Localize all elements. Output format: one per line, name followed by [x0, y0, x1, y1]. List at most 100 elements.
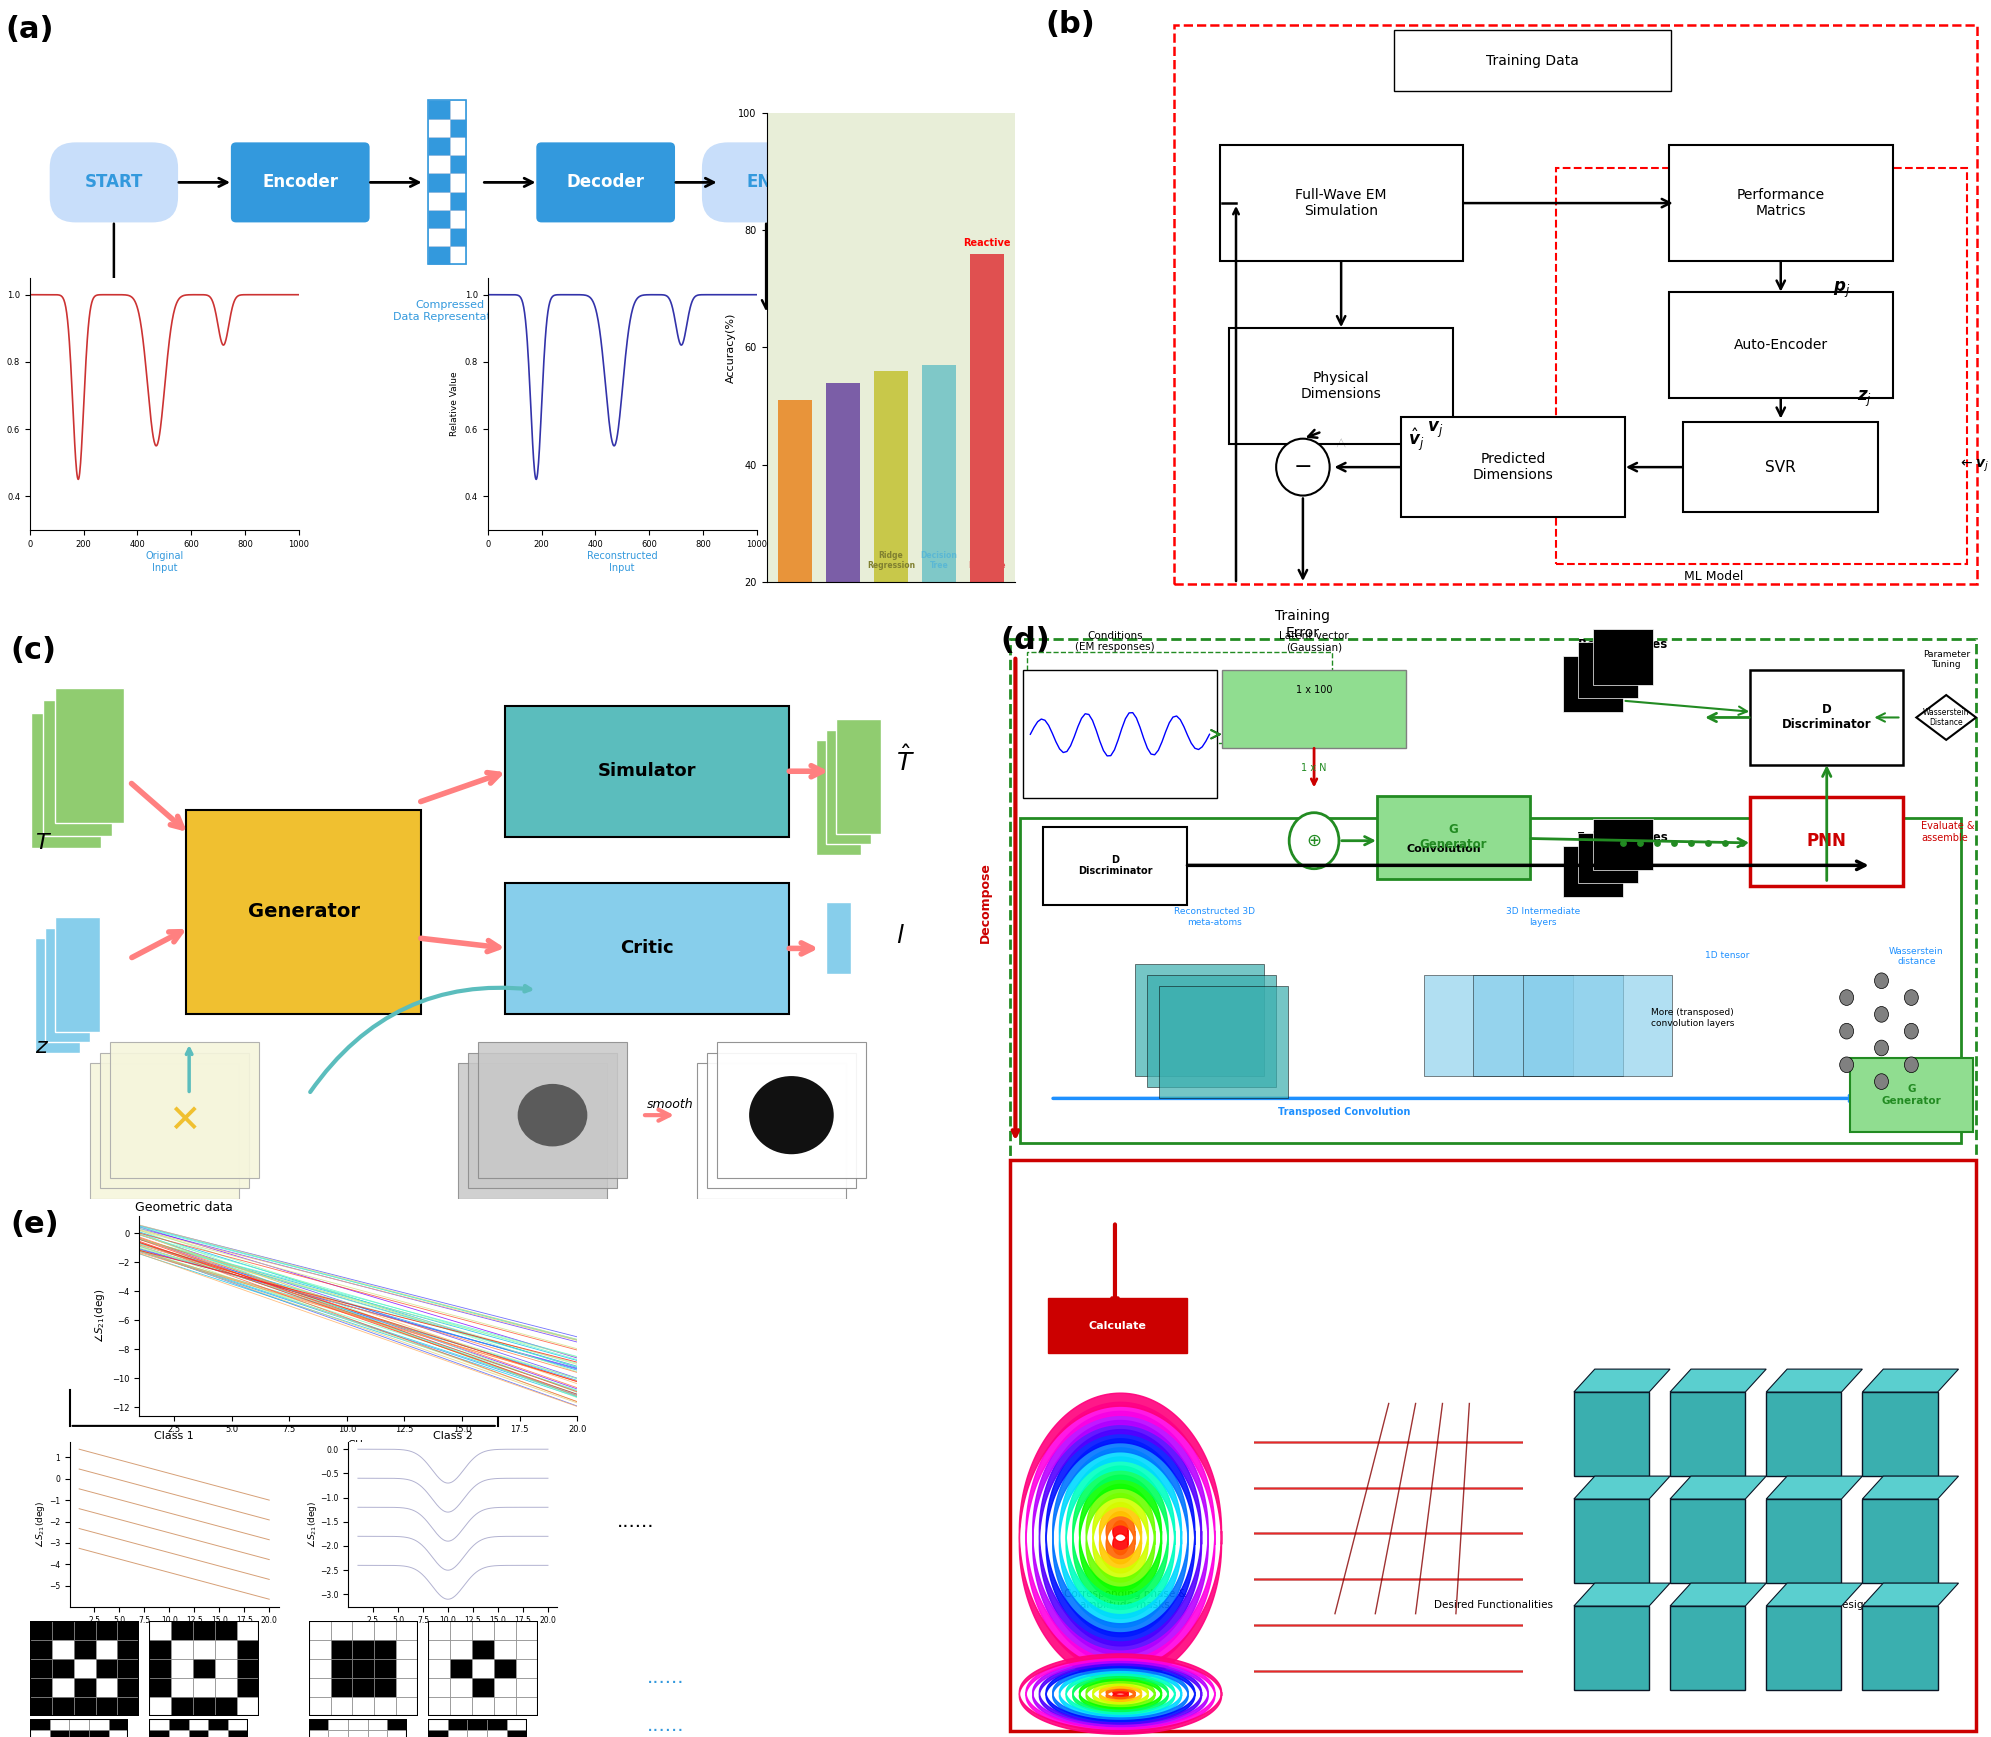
Bar [516, 1678, 538, 1697]
Text: Geometric data: Geometric data [135, 1202, 233, 1214]
Text: Corresponding phase &
amplitude masks: Corresponding phase & amplitude masks [1063, 1589, 1187, 1610]
Bar [52, 1678, 74, 1697]
Polygon shape [1766, 1476, 1862, 1499]
Bar [428, 210, 450, 228]
Bar [1670, 1607, 1746, 1690]
Polygon shape [1575, 1476, 1670, 1499]
Bar [516, 1659, 538, 1678]
Bar [826, 730, 872, 844]
Bar [30, 1659, 52, 1678]
Text: $\boldsymbol{z}_j$: $\boldsymbol{z}_j$ [1858, 389, 1872, 410]
Text: 1 x N: 1 x N [1302, 763, 1326, 773]
Bar [1575, 1391, 1649, 1476]
Text: START: START [86, 174, 143, 191]
Text: More (transposed)
convolution layers: More (transposed) convolution layers [1651, 1007, 1734, 1028]
Bar [1523, 974, 1672, 1075]
FancyBboxPatch shape [1023, 670, 1217, 797]
Bar [348, 1730, 368, 1737]
Polygon shape [1766, 1582, 1862, 1607]
Circle shape [1876, 1040, 1889, 1056]
Bar [331, 1640, 352, 1659]
Text: Wasserstein
Distance: Wasserstein Distance [1923, 707, 1969, 728]
Bar [396, 1640, 418, 1659]
Bar [450, 210, 466, 228]
Bar [396, 1621, 418, 1640]
Bar [374, 1678, 396, 1697]
Bar [329, 1730, 348, 1737]
Point [1674, 829, 1706, 856]
Y-axis label: Relative Value: Relative Value [450, 372, 460, 436]
Bar [428, 1697, 450, 1716]
Text: 1 x 100: 1 x 100 [1296, 684, 1332, 695]
Bar [50, 1730, 70, 1737]
Text: D
Discriminator: D Discriminator [1782, 703, 1872, 731]
Bar [74, 1697, 96, 1716]
Bar [396, 1678, 418, 1697]
Bar [30, 1621, 52, 1640]
Bar [428, 247, 450, 264]
Bar [1575, 1499, 1649, 1582]
Bar [494, 1621, 516, 1640]
FancyBboxPatch shape [50, 142, 177, 222]
Bar [428, 155, 450, 174]
Text: 1D tensor: 1D tensor [1704, 952, 1750, 961]
Text: z: z [36, 1037, 46, 1056]
Bar [922, 365, 956, 698]
Circle shape [1276, 439, 1330, 495]
Bar [169, 1730, 189, 1737]
Bar [472, 1659, 494, 1678]
Point [1692, 829, 1724, 856]
Bar [237, 1678, 259, 1697]
Bar [450, 1697, 472, 1716]
Text: KNN: KNN [834, 561, 852, 570]
Bar [309, 1720, 329, 1730]
Bar [458, 1063, 607, 1199]
Bar [428, 1621, 450, 1640]
Bar [428, 1720, 448, 1730]
Bar [352, 1659, 374, 1678]
Text: (b): (b) [1045, 10, 1095, 40]
Bar [52, 1697, 74, 1716]
FancyBboxPatch shape [1394, 31, 1670, 92]
FancyBboxPatch shape [506, 705, 790, 837]
Bar [44, 700, 113, 835]
Polygon shape [1917, 695, 1977, 740]
Bar [169, 1720, 189, 1730]
Bar [74, 1659, 96, 1678]
Bar [1563, 846, 1623, 896]
Text: Physical
Dimensions: Physical Dimensions [1300, 370, 1382, 401]
Bar [331, 1621, 352, 1640]
Bar [494, 1640, 516, 1659]
Text: $\hat{T}$: $\hat{T}$ [896, 745, 914, 776]
Bar [450, 1640, 472, 1659]
Bar [478, 1042, 627, 1178]
Bar [237, 1621, 259, 1640]
Bar [215, 1659, 237, 1678]
FancyBboxPatch shape [1220, 146, 1463, 261]
Text: Desired Functionalities: Desired Functionalities [1434, 1600, 1553, 1610]
Bar [778, 400, 812, 698]
Bar [428, 191, 450, 210]
Bar [52, 1621, 74, 1640]
Text: G
Generator: G Generator [1420, 823, 1487, 851]
FancyBboxPatch shape [1402, 417, 1625, 518]
Polygon shape [1670, 1582, 1766, 1607]
Title: Class 2: Class 2 [432, 1431, 474, 1442]
Bar [309, 1640, 331, 1659]
Text: Conditions
(EM responses): Conditions (EM responses) [1075, 631, 1155, 653]
FancyBboxPatch shape [1850, 1058, 1973, 1133]
Text: Decision
Tree: Decision Tree [920, 551, 958, 570]
X-axis label: GHz: GHz [348, 1440, 368, 1450]
Bar [450, 1659, 472, 1678]
Bar [448, 1730, 468, 1737]
FancyBboxPatch shape [1750, 797, 1903, 886]
Bar [1424, 974, 1573, 1075]
Text: Decompose: Decompose [980, 862, 992, 943]
Circle shape [1840, 1056, 1854, 1073]
Text: Metasurface design: Metasurface design [1105, 712, 1207, 723]
Text: T: T [36, 834, 48, 853]
Bar [472, 1640, 494, 1659]
Bar [215, 1621, 237, 1640]
Text: ......: ...... [647, 1716, 685, 1735]
Bar [374, 1697, 396, 1716]
